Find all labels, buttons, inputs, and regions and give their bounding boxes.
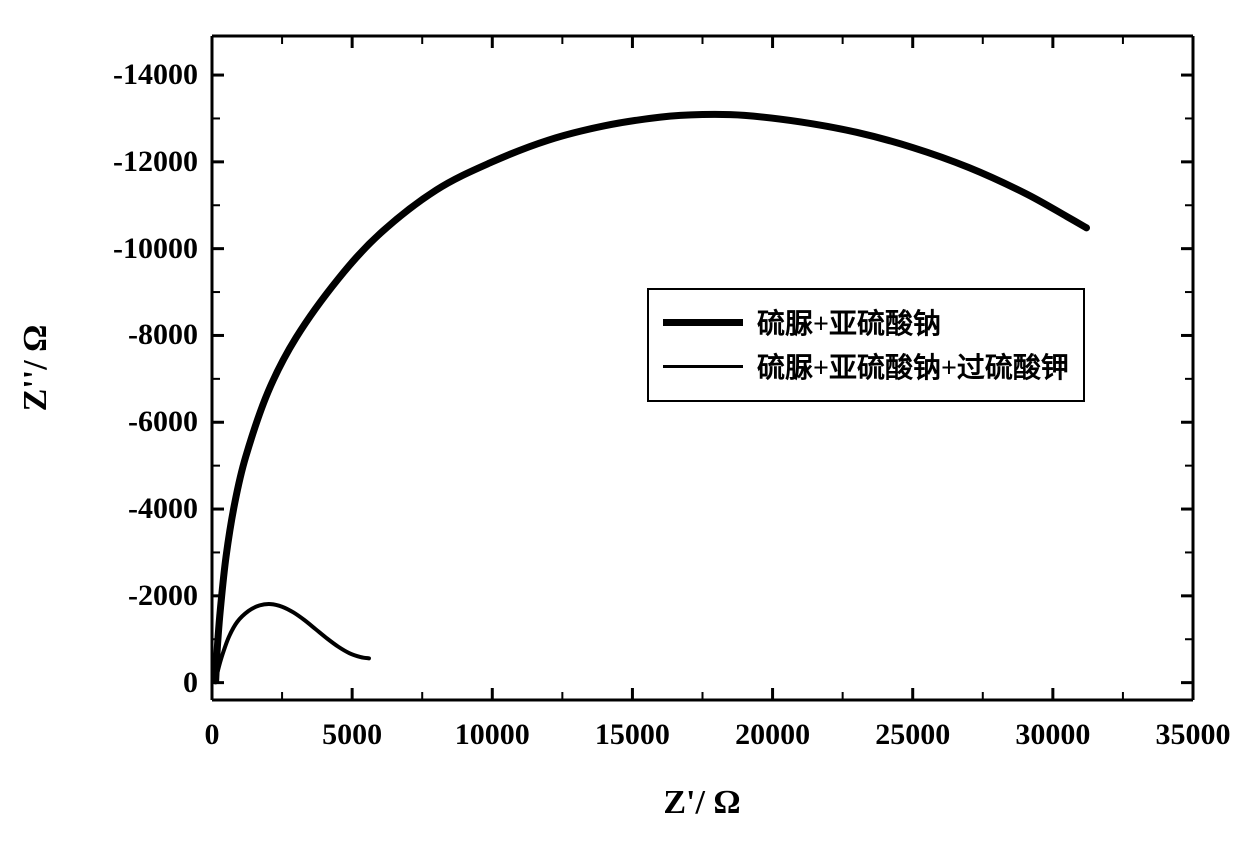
x-tick-label: 0 [205, 718, 220, 752]
y-tick-label: 0 [88, 666, 198, 700]
x-axis-label: Z'/ Ω [663, 784, 740, 822]
x-tick-label: 20000 [735, 718, 810, 752]
legend-box: 硫脲+亚硫酸钠 硫脲+亚硫酸钠+过硫酸钾 [647, 288, 1085, 402]
x-tick-label: 25000 [875, 718, 950, 752]
y-tick-label: -10000 [88, 232, 198, 266]
y-tick-label: -14000 [88, 58, 198, 92]
x-tick-label: 5000 [322, 718, 382, 752]
legend-swatch [663, 319, 743, 326]
nyquist-chart: Z''/ Ω Z'/ Ω 0 5000 10000 15000 20000 25… [0, 0, 1240, 843]
x-tick-label: 30000 [1015, 718, 1090, 752]
x-tick-label: 10000 [455, 718, 530, 752]
x-tick-label: 35000 [1156, 718, 1231, 752]
y-tick-label: -2000 [88, 579, 198, 613]
y-tick-label: -8000 [88, 318, 198, 352]
y-tick-label: -4000 [88, 492, 198, 526]
legend-item: 硫脲+亚硫酸钠 [663, 300, 1069, 344]
x-tick-label: 15000 [595, 718, 670, 752]
legend-label: 硫脲+亚硫酸钠+过硫酸钾 [757, 346, 1069, 386]
y-tick-label: -6000 [88, 405, 198, 439]
legend-label: 硫脲+亚硫酸钠 [757, 302, 941, 342]
y-tick-label: -12000 [88, 145, 198, 179]
legend-item: 硫脲+亚硫酸钠+过硫酸钾 [663, 344, 1069, 388]
legend-swatch [663, 365, 743, 368]
y-axis-label: Z''/ Ω [17, 325, 55, 412]
